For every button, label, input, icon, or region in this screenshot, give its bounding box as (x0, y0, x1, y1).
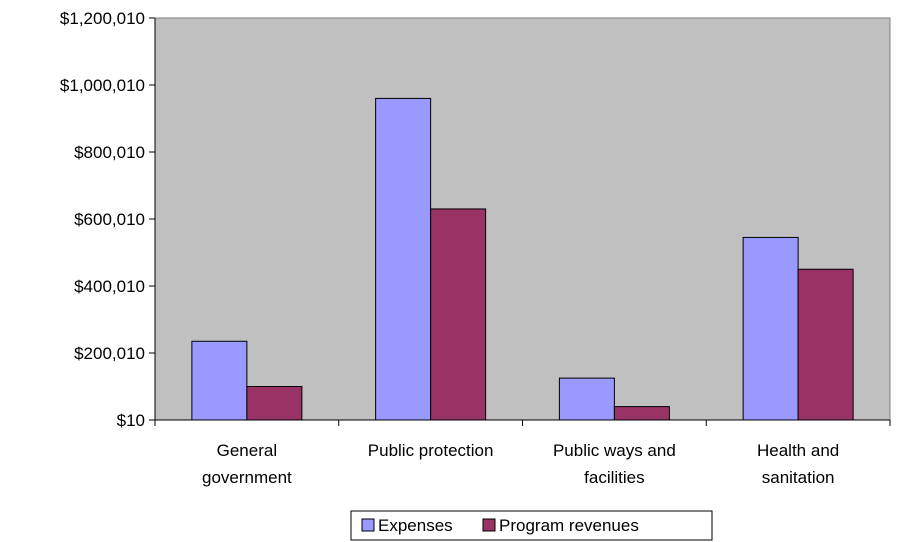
y-tick-label: $1,200,010 (60, 9, 145, 28)
y-tick-label: $400,010 (74, 277, 145, 296)
x-category-label: Public protection (368, 441, 494, 460)
bar-expenses (191, 340, 248, 421)
bar-expenses (558, 377, 615, 421)
legend-box (350, 510, 713, 541)
y-tick-label: $800,010 (74, 143, 145, 162)
x-category-label: Health and (757, 441, 839, 460)
legend-label: Program revenues (499, 516, 639, 535)
x-category-label: facilities (584, 468, 644, 487)
y-tick-label: $10 (117, 411, 145, 430)
bar-program-revenues (613, 406, 670, 421)
legend-label: Expenses (378, 516, 453, 535)
x-category-label: government (202, 468, 292, 487)
bar-expenses (375, 97, 432, 421)
x-category-label: sanitation (762, 468, 835, 487)
y-tick-label: $200,010 (74, 344, 145, 363)
x-category-label: Public ways and (553, 441, 676, 460)
bar-program-revenues (246, 386, 303, 421)
x-axis: General government Public protection Public… (154, 419, 891, 487)
bar-program-revenues (430, 208, 487, 421)
bar-expenses (742, 236, 799, 421)
bars (191, 97, 854, 421)
bar-program-revenues (797, 268, 854, 421)
legend-swatch (361, 518, 375, 532)
legend: Expenses Program revenues (350, 510, 713, 541)
y-axis: $10 $200,010 $400,010 $600,010 $800,010 $1,00… (60, 9, 156, 430)
x-category-label: General (217, 441, 277, 460)
y-tick-label: $600,010 (74, 210, 145, 229)
legend-swatch (482, 518, 496, 532)
y-tick-label: $1,000,010 (60, 76, 145, 95)
